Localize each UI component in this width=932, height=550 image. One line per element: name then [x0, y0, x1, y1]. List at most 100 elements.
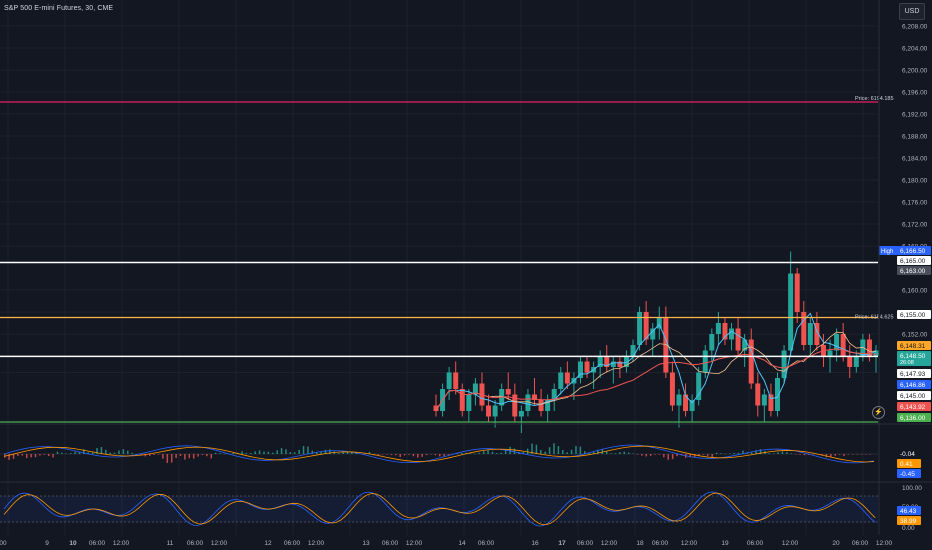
macd-bar [30, 454, 32, 458]
macd-bar [197, 454, 199, 457]
macd-bar [315, 452, 318, 454]
macd-bar [676, 454, 678, 457]
y-tick-label: 6,200.00 [902, 68, 928, 75]
x-tick-label: 06:00 [747, 540, 764, 547]
macd-bar [417, 454, 419, 458]
macd-bar [17, 454, 19, 456]
macd-bar [553, 443, 555, 454]
macd-bar [430, 454, 432, 455]
stoch-d-line [3, 492, 876, 526]
macd-bar [285, 449, 287, 454]
macd-bar [496, 453, 498, 454]
macd-bar [790, 453, 793, 454]
high-label-text: High [881, 249, 893, 255]
macd-bar [342, 451, 344, 454]
y-tick-label: 6,204.00 [902, 46, 928, 53]
stoch-k-line [3, 491, 876, 527]
ma-slow-line [435, 348, 877, 412]
macd-badge-text: 0.41 [900, 461, 913, 468]
macd-bar [777, 452, 779, 454]
macd-bar [627, 452, 630, 454]
x-tick-label: 18 [636, 540, 644, 547]
macd-bar [100, 446, 103, 454]
candle-body [748, 339, 754, 384]
macd-bar [456, 453, 459, 455]
candle-body [702, 350, 708, 373]
macd-bar [223, 453, 226, 455]
candle-body [532, 394, 538, 400]
stoch-tick-label: 0.00 [902, 525, 915, 532]
candle-body [505, 389, 511, 395]
price-badge-text: 6,148.31 [900, 343, 926, 350]
macd-bar [83, 449, 85, 454]
macd-bar [245, 452, 248, 454]
macd-bar [667, 454, 669, 460]
macd-bar [750, 452, 753, 454]
macd-bar [794, 454, 797, 455]
macd-bar [210, 454, 213, 459]
candle-body [788, 273, 794, 351]
macd-bar [443, 454, 445, 457]
macd-bar [693, 454, 696, 458]
candle-body [715, 323, 721, 334]
macd-bar [803, 454, 806, 456]
x-tick-label: 12:00 [113, 540, 130, 547]
macd-bar [786, 452, 788, 454]
macd-bar [294, 452, 296, 454]
high-label-badge [879, 246, 897, 255]
macd-bar [781, 451, 784, 454]
candle-body [866, 339, 872, 356]
macd-bar [118, 450, 120, 454]
macd-bar [702, 454, 705, 455]
candle-body [650, 328, 656, 340]
macd-bar [412, 454, 415, 457]
candle-body [472, 383, 478, 395]
macd-bar [605, 451, 608, 454]
macd-bar [131, 452, 133, 454]
macd-bar [8, 454, 10, 460]
candle-body [643, 312, 649, 340]
macd-bar [144, 454, 147, 457]
macd-bar [689, 454, 691, 458]
macd-bar [834, 454, 836, 456]
x-tick-label: 19 [721, 540, 729, 547]
macd-bar [698, 454, 700, 456]
macd-bar [298, 449, 300, 454]
macd-bar [258, 450, 261, 454]
macd-bar [852, 454, 854, 455]
macd-bar [447, 454, 450, 455]
macd-bar [12, 454, 15, 459]
macd-bar [395, 454, 397, 456]
macd-bar [39, 454, 41, 456]
price-badge [897, 310, 931, 319]
macd-bar [509, 446, 511, 454]
macd-bar [47, 454, 50, 457]
price-badge [897, 341, 931, 350]
x-tick-label: 12:00 [876, 540, 893, 547]
currency-button[interactable]: USD [899, 3, 925, 20]
macd-line [3, 444, 875, 464]
macd-bar [425, 454, 428, 456]
macd-bar [636, 454, 639, 455]
macd-bar [597, 449, 599, 454]
macd-bar [654, 454, 656, 455]
macd-bar [478, 452, 481, 454]
macd-bar [421, 454, 423, 457]
x-tick-label: 20 [832, 540, 840, 547]
y-tick-label: 6,184.00 [902, 156, 928, 163]
lightning-icon[interactable]: ⚡ [872, 406, 885, 419]
candle-body [853, 356, 859, 367]
price-badge [897, 351, 931, 366]
macd-bar [843, 454, 845, 456]
chart-title: S&P 500 E-mini Futures, 30, CME [4, 5, 114, 12]
candle-body [466, 394, 472, 411]
macd-bar [289, 452, 292, 454]
macd-bar [540, 449, 542, 454]
macd-bar [746, 452, 749, 454]
candle-body [525, 394, 531, 411]
macd-badge [897, 449, 921, 458]
macd-bar [645, 454, 648, 457]
price-annotation: Price: 6154.625 [855, 315, 894, 321]
macd-badge [897, 459, 921, 468]
